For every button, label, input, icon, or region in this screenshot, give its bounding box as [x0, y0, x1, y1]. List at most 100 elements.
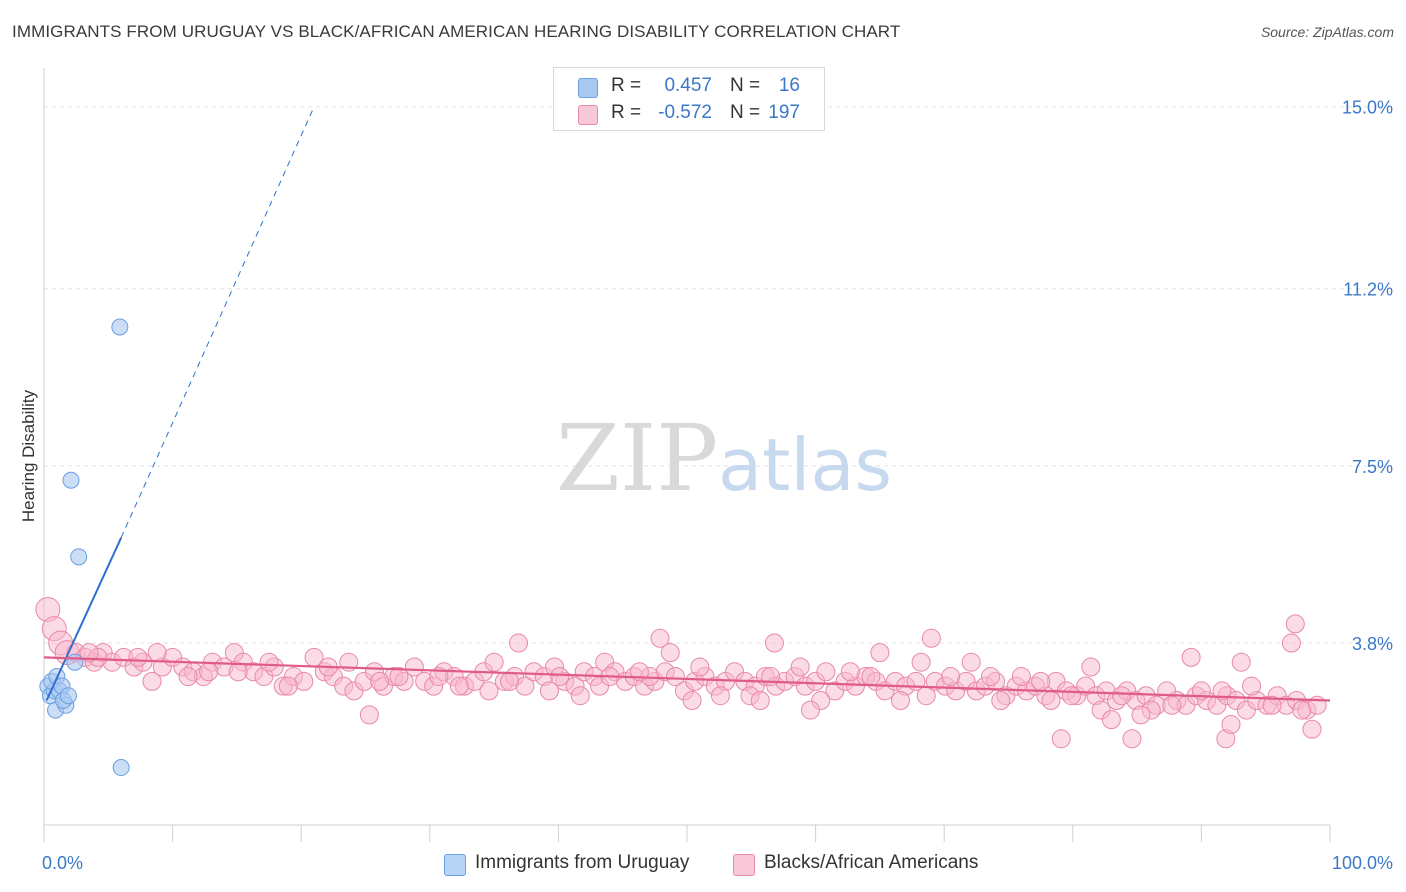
- data-point: [1051, 729, 1071, 749]
- correlation-legend: R = 0.457 N = 16 R = -0.572 N = 197: [553, 67, 825, 131]
- legend-r-label: R =: [611, 75, 642, 96]
- data-point: [1062, 686, 1082, 706]
- legend-row-uruguay: R = 0.457 N = 16: [554, 74, 824, 100]
- data-point: [1162, 695, 1182, 715]
- data-point: [1081, 657, 1101, 677]
- data-point: [79, 643, 99, 663]
- bottom-legend-swatch-blue: [444, 854, 466, 876]
- data-point: [921, 628, 941, 648]
- data-point: [1011, 667, 1031, 687]
- chart-title: IMMIGRANTS FROM URUGUAY VS BLACK/AFRICAN…: [12, 22, 901, 41]
- data-point: [509, 633, 529, 653]
- data-point: [570, 686, 590, 706]
- bottom-legend-swatch-pink: [733, 854, 755, 876]
- data-point: [1101, 710, 1121, 730]
- data-point: [178, 667, 198, 687]
- data-point: [147, 643, 167, 663]
- y-tick-label: 11.2%: [1343, 280, 1393, 300]
- trend-lines: [43, 106, 1331, 702]
- data-point: [1131, 705, 1151, 725]
- data-point: [961, 652, 981, 672]
- x-tick-label-max: 100.0%: [1332, 853, 1393, 873]
- legend-r-label: R =: [611, 102, 642, 123]
- data-point: [404, 657, 424, 677]
- y-tick-label: 3.8%: [1352, 634, 1393, 654]
- data-point: [1231, 652, 1251, 672]
- data-point: [665, 667, 685, 687]
- data-point: [840, 662, 860, 682]
- data-point: [70, 548, 88, 566]
- legend-n-label: N =: [730, 102, 761, 123]
- legend-row-black: R = -0.572 N = 197: [554, 101, 824, 127]
- data-point: [479, 681, 499, 701]
- data-point: [1221, 714, 1241, 734]
- data-point: [1041, 691, 1061, 710]
- legend-n-value: 16: [778, 75, 800, 96]
- legend-n-label: N =: [730, 75, 761, 96]
- data-point: [1281, 633, 1301, 653]
- data-point: [1262, 695, 1282, 715]
- data-point: [1302, 719, 1322, 739]
- data-point: [359, 705, 379, 725]
- legend-swatch-pink: [578, 105, 598, 125]
- data-point: [142, 671, 162, 691]
- data-point: [911, 652, 931, 672]
- data-point: [870, 643, 890, 663]
- data-point: [66, 653, 84, 671]
- trend-line-black: [43, 656, 1331, 702]
- data-point: [816, 662, 836, 682]
- data-point: [1112, 686, 1132, 706]
- data-point: [1181, 647, 1201, 667]
- data-point: [980, 667, 1000, 687]
- data-point: [449, 676, 469, 696]
- grid-lines: [44, 106, 1393, 644]
- data-point: [1122, 729, 1142, 749]
- data-point: [790, 657, 810, 677]
- x-tick-label-min: 0.0%: [42, 853, 83, 873]
- data-point: [1212, 681, 1232, 701]
- watermark-zip: ZIP: [556, 405, 718, 512]
- data-point: [389, 667, 409, 687]
- trend-line-uruguay-extrapolated: [120, 106, 315, 538]
- data-point: [1242, 676, 1262, 696]
- data-point: [750, 691, 770, 710]
- y-axis-label: Hearing Disability: [19, 389, 38, 522]
- data-point: [128, 647, 148, 667]
- data-point: [370, 671, 390, 691]
- data-point: [890, 691, 910, 710]
- legend-r-value: -0.572: [658, 102, 712, 123]
- legend-n-value: 197: [768, 102, 800, 123]
- data-point: [59, 687, 77, 705]
- data-point: [550, 667, 570, 687]
- data-point: [484, 652, 504, 672]
- data-point: [1031, 671, 1051, 691]
- data-point: [991, 691, 1011, 710]
- data-point: [199, 662, 219, 682]
- data-point: [800, 700, 820, 720]
- watermark: ZIP atlas: [556, 405, 892, 512]
- data-point: [278, 676, 298, 696]
- data-point: [690, 657, 710, 677]
- data-point: [500, 671, 520, 691]
- data-point: [429, 667, 449, 687]
- data-point: [861, 667, 881, 687]
- data-point: [112, 759, 130, 777]
- data-point: [1285, 614, 1305, 634]
- source-label: Source: ZipAtlas.com: [1260, 24, 1394, 40]
- trend-line-uruguay: [45, 537, 123, 701]
- data-point: [539, 681, 559, 701]
- data-point: [62, 471, 80, 489]
- data-point: [259, 652, 279, 672]
- y-tick-label: 15.0%: [1342, 98, 1393, 118]
- legend-r-value: 0.457: [664, 75, 712, 96]
- legend-swatch-blue: [578, 78, 598, 98]
- y-tick-label: 7.5%: [1352, 457, 1393, 477]
- data-point: [228, 662, 248, 682]
- data-point: [764, 633, 784, 653]
- data-point: [660, 643, 680, 663]
- data-point: [1292, 700, 1312, 720]
- series-blacks-african-americans: [35, 597, 1327, 749]
- bottom-legend-label: Blacks/African Americans: [764, 852, 979, 873]
- data-point: [682, 691, 702, 710]
